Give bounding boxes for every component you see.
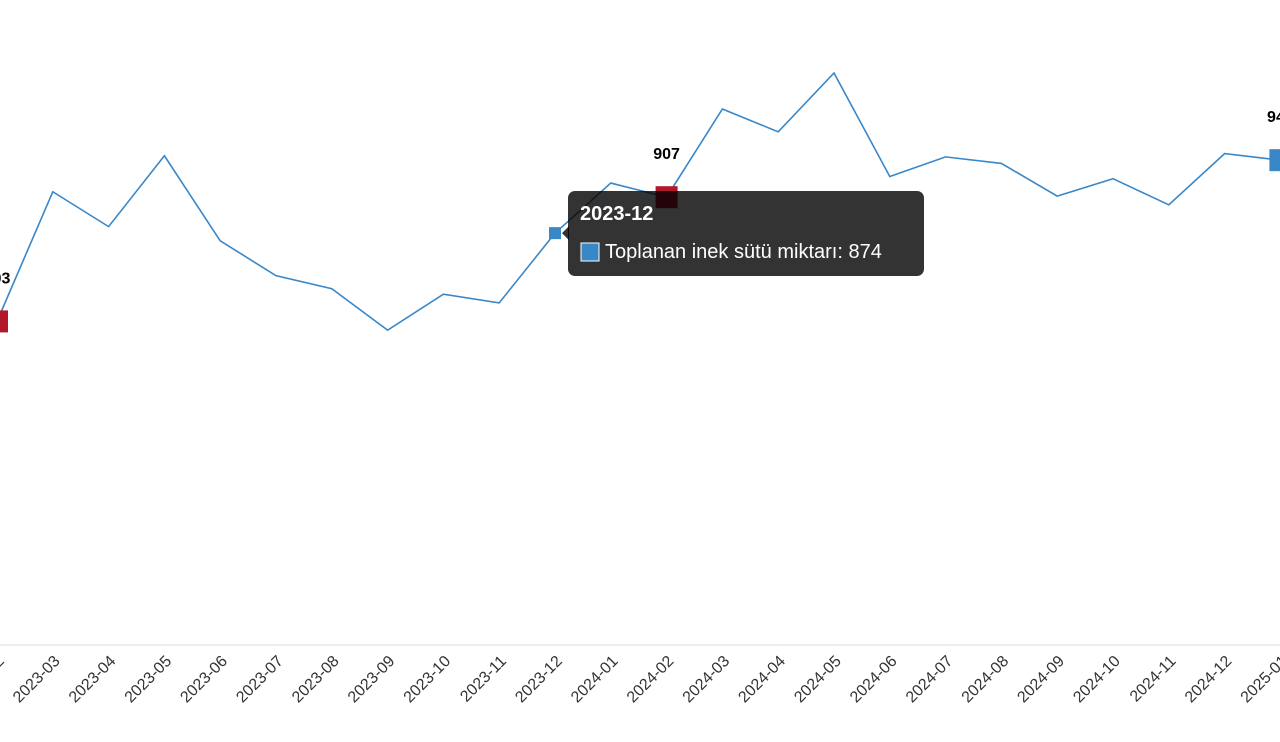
highlight-marker	[1269, 149, 1280, 172]
x-tick-label: 2024-05	[791, 653, 845, 707]
x-tick-label: 2023-09	[345, 653, 399, 707]
x-tick-label: 2023-02	[0, 653, 8, 707]
x-tick-label: 2024-06	[847, 653, 901, 707]
data-label: 907	[653, 146, 680, 163]
x-tick-label: 2023-07	[233, 653, 287, 707]
x-tick-label: 2024-01	[568, 653, 622, 707]
x-tick-label: 2025-01	[1238, 653, 1280, 707]
tooltip-box	[568, 191, 924, 276]
x-tick-label: 2023-04	[66, 653, 120, 707]
x-tick-label: 2024-10	[1070, 653, 1124, 707]
data-label: 941	[1267, 109, 1280, 126]
data-label: 793	[0, 270, 10, 287]
hover-point	[549, 227, 561, 240]
x-tick-label: 2024-04	[735, 653, 789, 707]
x-tick-label: 2023-08	[289, 653, 343, 707]
x-tick-label: 2023-06	[177, 653, 231, 707]
x-tick-label: 2024-12	[1182, 653, 1236, 707]
x-tick-label: 2023-12	[512, 653, 566, 707]
line	[0, 71, 1280, 332]
x-tick-label: 2024-07	[903, 653, 957, 707]
tooltip-caret	[562, 226, 569, 241]
x-tick-label: 2024-09	[1014, 653, 1068, 707]
x-tick-label: 2024-02	[624, 653, 678, 707]
tooltip-title: 2023-12	[580, 203, 653, 225]
x-tick-label: 2024-03	[680, 653, 734, 707]
x-tick-label: 2024-08	[959, 653, 1013, 707]
x-tick-label: 2023-10	[401, 653, 455, 707]
x-tick-label: 2023-03	[10, 653, 64, 707]
tooltip-text: Toplanan inek sütü miktarı: 874	[605, 241, 882, 263]
highlight-marker	[0, 310, 8, 333]
x-tick-label: 2023-11	[457, 653, 510, 706]
x-tick-label: 2023-05	[122, 653, 176, 707]
tooltip: 2023-12 Toplanan inek sütü miktarı: 874	[562, 191, 924, 276]
tooltip-swatch	[580, 242, 600, 262]
x-tick-label: 2024-11	[1127, 653, 1180, 706]
